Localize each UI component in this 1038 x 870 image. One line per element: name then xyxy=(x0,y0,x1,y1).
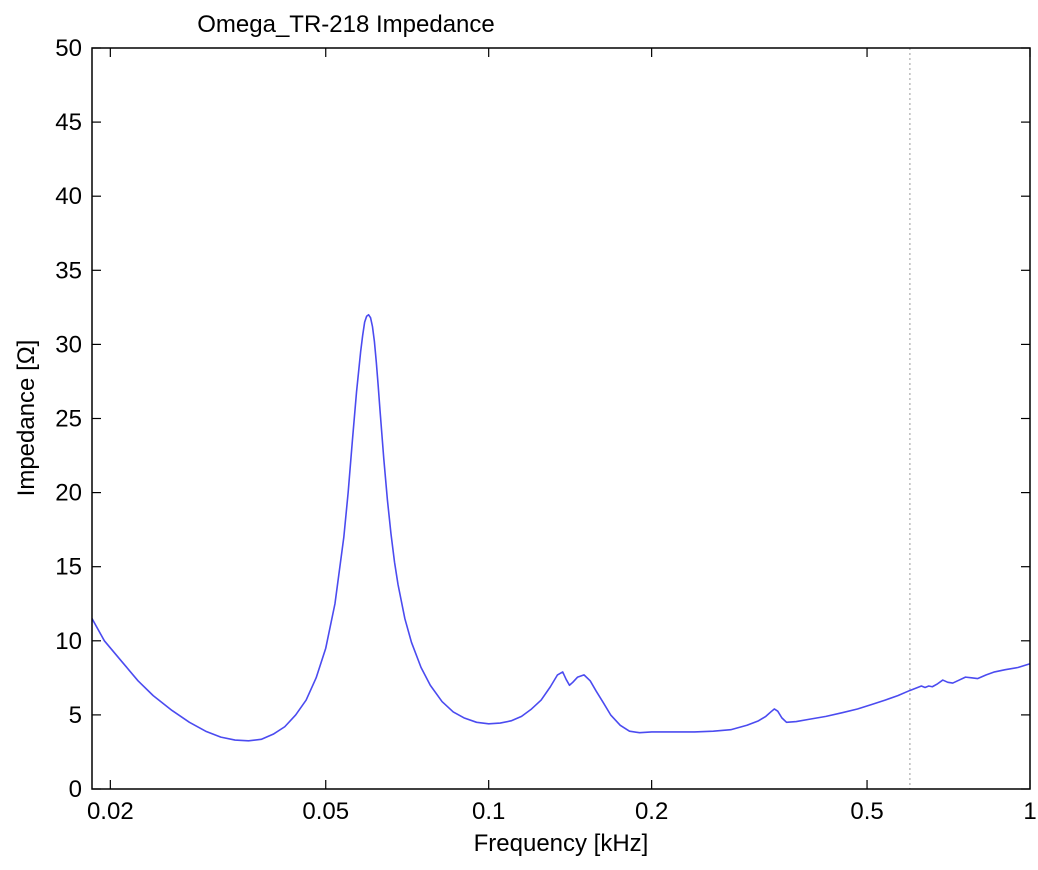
x-tick-label: 0.02 xyxy=(87,798,134,825)
y-tick-label: 5 xyxy=(69,702,82,729)
x-tick-label: 0.05 xyxy=(302,798,349,825)
y-tick-label: 50 xyxy=(55,35,82,62)
y-tick-label: 35 xyxy=(55,257,82,284)
plot-area-background xyxy=(92,48,1030,789)
y-tick-label: 0 xyxy=(69,776,82,803)
x-axis-label: Frequency [kHz] xyxy=(474,830,649,857)
chart-title: Omega_TR-218 Impedance xyxy=(197,11,495,38)
x-tick-label: 0.1 xyxy=(472,798,505,825)
y-axis-label: Impedance [Ω] xyxy=(13,340,40,497)
y-tick-label: 15 xyxy=(55,554,82,581)
y-tick-label: 10 xyxy=(55,628,82,655)
y-tick-label: 25 xyxy=(55,406,82,433)
x-tick-label: 1 xyxy=(1023,798,1036,825)
x-tick-label: 0.2 xyxy=(635,798,668,825)
y-tick-label: 20 xyxy=(55,480,82,507)
y-tick-label: 40 xyxy=(55,183,82,210)
y-tick-label: 30 xyxy=(55,331,82,358)
x-tick-label: 0.5 xyxy=(850,798,883,825)
y-tick-label: 45 xyxy=(55,109,82,136)
